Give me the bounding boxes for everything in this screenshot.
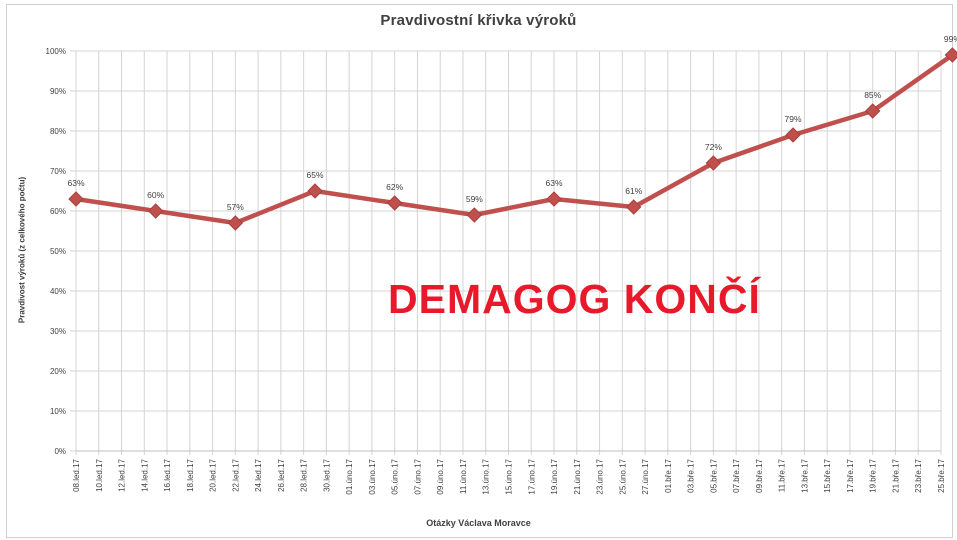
data-label: 72% bbox=[705, 142, 722, 152]
chart-frame bbox=[6, 4, 953, 538]
data-label: 60% bbox=[147, 190, 164, 200]
data-point-marker bbox=[227, 215, 244, 231]
data-point-marker bbox=[386, 195, 403, 211]
y-tick-label: 30% bbox=[50, 327, 66, 336]
chart-title: Pravdivostní křivka výroků bbox=[380, 12, 577, 29]
overlay-headline: DEMAGOG KONČÍ bbox=[388, 276, 761, 322]
x-tick-label: 20.led.17 bbox=[209, 458, 218, 491]
data-label: 62% bbox=[386, 182, 403, 192]
y-tick-label: 70% bbox=[50, 167, 66, 176]
data-label: 63% bbox=[67, 178, 84, 188]
x-tick-label: 30.led.17 bbox=[322, 458, 331, 491]
x-tick-label: 14.led.17 bbox=[140, 458, 149, 491]
x-tick-label: 07.bře.17 bbox=[732, 458, 741, 492]
data-point-marker bbox=[944, 47, 957, 63]
y-tick-label: 80% bbox=[50, 127, 66, 136]
x-tick-label: 24.led.17 bbox=[254, 458, 263, 491]
data-point-marker bbox=[307, 183, 323, 199]
x-tick-label: 01.úno.17 bbox=[345, 458, 354, 494]
data-point-marker bbox=[625, 199, 642, 215]
data-point-marker bbox=[785, 127, 801, 143]
x-tick-label: 15.bře.17 bbox=[823, 458, 832, 492]
x-tick-label: 26.led.17 bbox=[277, 458, 286, 491]
x-tick-label: 17.bře.17 bbox=[846, 458, 855, 492]
x-tick-label: 01.bře.17 bbox=[664, 458, 673, 492]
data-point-marker bbox=[865, 103, 881, 119]
x-tick-label: 25.bře.17 bbox=[937, 458, 946, 492]
x-tick-label: 25.úno.17 bbox=[618, 458, 627, 494]
x-tick-label: 19.bře.17 bbox=[869, 458, 878, 492]
x-axis-title: Otázky Václava Moravce bbox=[426, 518, 531, 528]
x-tick-label: 10.led.17 bbox=[95, 458, 104, 491]
data-label: 63% bbox=[546, 178, 563, 188]
x-tick-label: 05.bře.17 bbox=[709, 458, 718, 492]
x-tick-label: 13.bře.17 bbox=[800, 458, 809, 492]
data-label: 65% bbox=[307, 170, 324, 180]
data-label: 79% bbox=[785, 114, 802, 124]
x-tick-label: 19.úno.17 bbox=[550, 458, 559, 494]
data-point-marker bbox=[68, 191, 84, 207]
x-tick-label: 13.úno.17 bbox=[482, 458, 491, 494]
data-label: 61% bbox=[625, 186, 642, 196]
x-tick-label: 18.led.17 bbox=[186, 458, 195, 491]
x-tick-label: 17.úno.17 bbox=[527, 458, 536, 494]
data-point-marker bbox=[147, 203, 164, 219]
y-tick-label: 50% bbox=[50, 247, 66, 256]
x-tick-label: 15.úno.17 bbox=[505, 458, 514, 494]
y-tick-label: 10% bbox=[50, 407, 66, 416]
data-point-marker bbox=[705, 155, 722, 171]
y-tick-label: 100% bbox=[46, 47, 66, 56]
x-tick-label: 21.úno.17 bbox=[573, 458, 582, 494]
x-tick-label: 09.bře.17 bbox=[755, 458, 764, 492]
x-tick-label: 11.bře.17 bbox=[778, 458, 787, 492]
data-point-marker bbox=[466, 207, 483, 223]
y-tick-label: 60% bbox=[50, 207, 66, 216]
y-tick-label: 90% bbox=[50, 87, 66, 96]
data-point-marker bbox=[546, 191, 562, 207]
data-label: 99% bbox=[944, 34, 957, 44]
x-tick-label: 03.bře.17 bbox=[687, 458, 696, 492]
x-tick-label: 07.úno.17 bbox=[413, 458, 422, 494]
x-tick-label: 09.úno.17 bbox=[436, 458, 445, 494]
x-tick-label: 05.úno.17 bbox=[391, 458, 400, 494]
x-tick-label: 08.led.17 bbox=[72, 458, 81, 491]
x-tick-label: 23.bře.17 bbox=[914, 458, 923, 492]
x-tick-label: 16.led.17 bbox=[163, 458, 172, 491]
y-tick-label: 20% bbox=[50, 367, 66, 376]
x-tick-label: 03.úno.17 bbox=[368, 458, 377, 494]
series-line bbox=[75, 53, 954, 226]
x-tick-label: 27.úno.17 bbox=[641, 458, 650, 494]
data-label: 59% bbox=[466, 194, 483, 204]
data-label: 57% bbox=[227, 202, 244, 212]
x-tick-label: 23.úno.17 bbox=[596, 458, 605, 494]
x-tick-label: 28.led.17 bbox=[300, 458, 309, 491]
x-tick-label: 11.úno.17 bbox=[459, 458, 468, 494]
y-tick-label: 40% bbox=[50, 287, 66, 296]
data-label: 85% bbox=[864, 90, 881, 100]
x-tick-label: 22.led.17 bbox=[231, 458, 240, 491]
x-tick-label: 12.led.17 bbox=[118, 458, 127, 491]
x-tick-label: 21.bře.17 bbox=[891, 458, 900, 492]
y-tick-label: 0% bbox=[54, 447, 66, 456]
